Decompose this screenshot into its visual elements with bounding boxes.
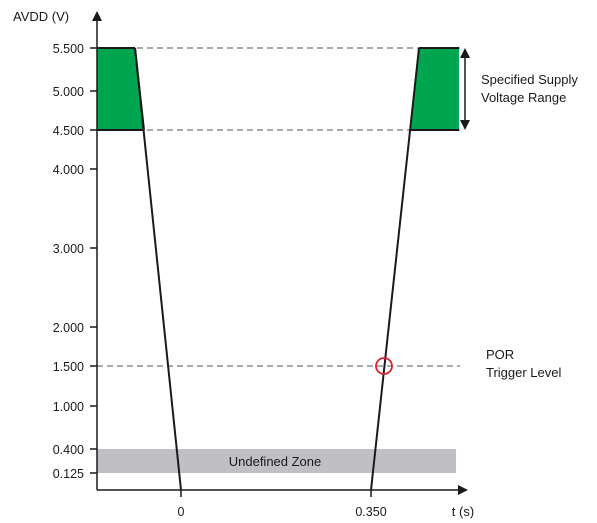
y-tick-label: 1.000 xyxy=(53,400,84,414)
y-tick-label: 0.125 xyxy=(53,467,84,481)
y-tick-label: 4.500 xyxy=(53,124,84,138)
y-tick-label: 3.000 xyxy=(53,242,84,256)
por-label-line1: POR xyxy=(486,347,514,362)
ramp-down-line-inner xyxy=(134,47,145,131)
right-supply-range-region xyxy=(410,48,459,130)
undefined-zone-label: Undefined Zone xyxy=(229,454,322,469)
y-tick-label: 5.500 xyxy=(53,42,84,56)
por-trigger-marker xyxy=(375,357,393,375)
x-tick-label: 0.350 xyxy=(355,505,386,519)
supply-range-arrow-top xyxy=(460,48,470,58)
y-ticks xyxy=(90,47,97,474)
supply-range-arrow-bottom xyxy=(460,120,470,130)
ramp-up-line xyxy=(370,47,420,491)
x-tick-label: 0 xyxy=(178,505,185,519)
y-tick-label: 4.000 xyxy=(53,163,84,177)
y-tick-label: 1.500 xyxy=(53,360,84,374)
y-tick-label: 0.400 xyxy=(53,443,84,457)
undefined-zone-band xyxy=(97,449,456,473)
por-label-line2: Trigger Level xyxy=(486,365,561,380)
y-tick-label: 5.000 xyxy=(53,85,84,99)
supply-range-label-line2: Voltage Range xyxy=(481,90,566,105)
y-axis-label: AVDD (V) xyxy=(13,9,69,24)
supply-range-label-line1: Specified Supply xyxy=(481,72,578,87)
left-supply-range-region xyxy=(97,48,144,130)
y-tick-label: 2.000 xyxy=(53,321,84,335)
x-axis-label: t (s) xyxy=(452,504,474,519)
